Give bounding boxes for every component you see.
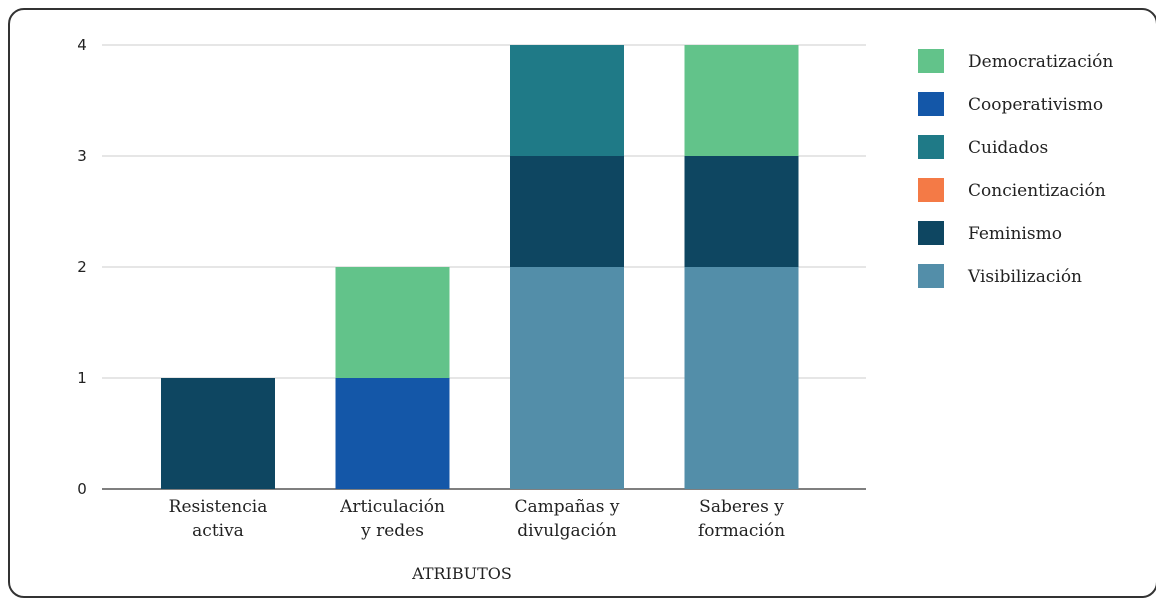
y-tick-label: 4 [77, 36, 87, 54]
bar-segment [684, 156, 799, 267]
legend-label: Concientización [968, 181, 1106, 201]
y-tick-label: 2 [77, 258, 87, 276]
y-axis-ticks: 0 1 2 3 4 [77, 36, 87, 498]
bar-segment [335, 378, 450, 489]
x-category-label: activa [192, 521, 244, 541]
x-axis-categories: Resistencia activa Articulación y redes Camp… [169, 497, 785, 541]
legend: Democratización Cooperativismo Cuidados Con… [918, 49, 1113, 288]
bar-segment [510, 267, 624, 489]
bar-segment [510, 45, 624, 156]
x-category-label: Resistencia [169, 497, 268, 517]
bar-segment [684, 45, 799, 156]
legend-swatch [918, 49, 944, 73]
legend-swatch [918, 264, 944, 288]
legend-label: Cooperativismo [968, 95, 1103, 115]
x-category-label: Campañas y [514, 497, 619, 517]
legend-label: Cuidados [968, 138, 1048, 158]
legend-swatch [918, 221, 944, 245]
x-category-label: formación [698, 521, 785, 541]
y-tick-label: 3 [77, 147, 87, 165]
x-category-label: Articulación [339, 497, 445, 517]
bar-segment [510, 156, 624, 267]
bar-segment [684, 267, 799, 489]
y-tick-label: 1 [77, 369, 87, 387]
legend-swatch [918, 135, 944, 159]
bar-segment [335, 267, 450, 378]
x-category-label: divulgación [517, 521, 617, 541]
bars [161, 45, 799, 489]
x-category-label: y redes [360, 521, 424, 541]
x-axis-title: ATRIBUTOS [411, 564, 512, 583]
legend-swatch [918, 92, 944, 116]
bar-segment [161, 378, 275, 489]
legend-swatch [918, 178, 944, 202]
y-tick-label: 0 [77, 480, 87, 498]
legend-label: Visibilización [967, 267, 1082, 287]
legend-label: Feminismo [968, 224, 1062, 244]
legend-label: Democratización [968, 52, 1113, 72]
x-category-label: Saberes y [699, 497, 784, 517]
